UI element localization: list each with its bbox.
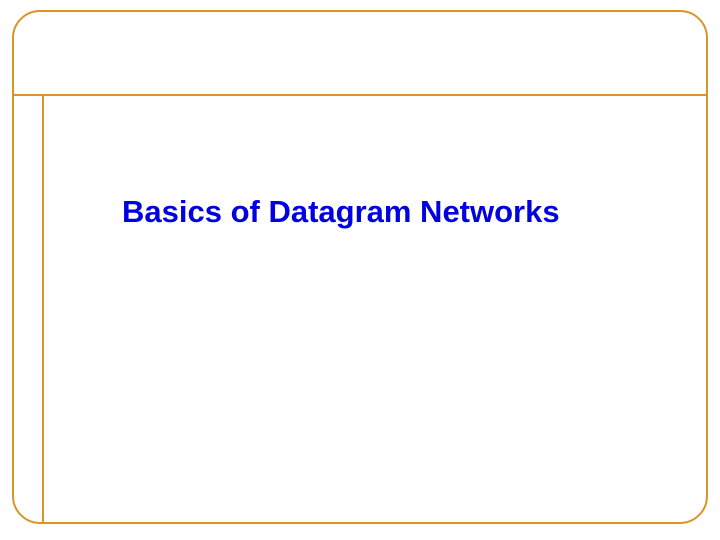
header-band <box>14 12 706 96</box>
vertical-divider <box>42 96 44 522</box>
slide-title: Basics of Datagram Networks <box>122 194 560 230</box>
slide-frame: Basics of Datagram Networks <box>12 10 708 524</box>
